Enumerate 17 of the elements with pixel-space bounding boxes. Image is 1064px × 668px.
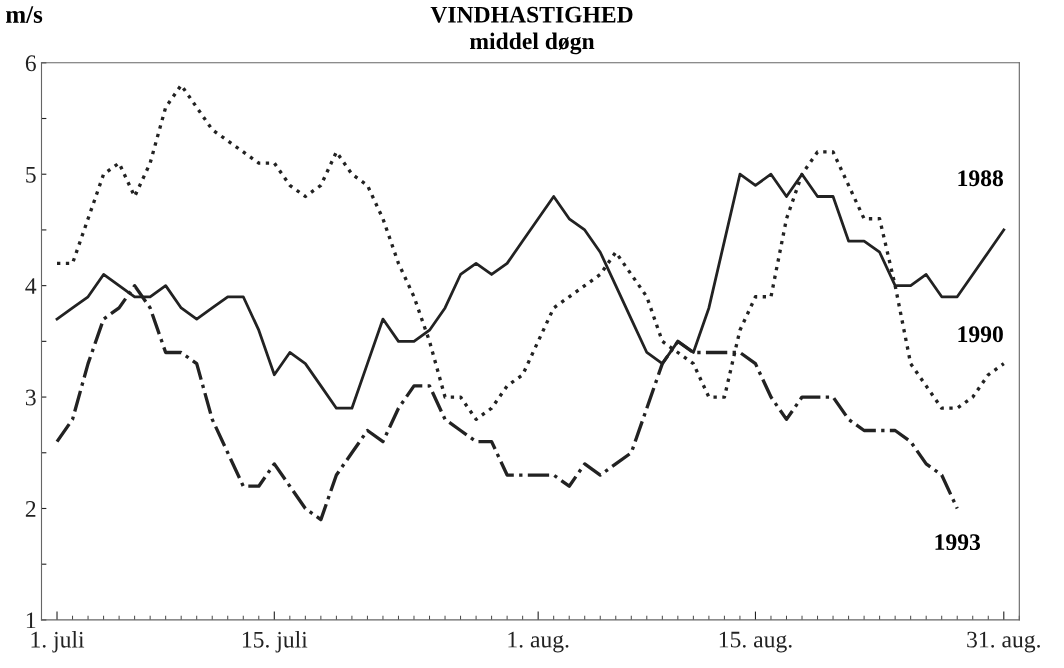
series-label: 1993 (935, 534, 981, 551)
y-tick-label: 5 (26, 166, 36, 183)
chart-subtitle: middel døgn (469, 32, 595, 55)
x-tick-label: 15. juli (242, 631, 308, 653)
series-label: 1990 (958, 326, 1003, 343)
y-tick-label: 6 (25, 55, 36, 72)
y-tick-label: 4 (25, 278, 37, 294)
series-label: 1988 (958, 170, 1004, 187)
y-tick-label: 3 (25, 389, 36, 406)
y-tick-label: 2 (25, 501, 36, 517)
x-tick-label: 1. aug. (508, 631, 569, 653)
x-tick-label: 1. juli (31, 631, 85, 653)
y-axis-title: m/s (5, 6, 43, 23)
y-tick-label: 1 (26, 612, 36, 629)
chart-title: VINDHASTIGHED (430, 6, 633, 23)
x-tick-label: 31. aug. (967, 631, 1040, 653)
x-tick-label: 15. aug. (719, 631, 792, 653)
